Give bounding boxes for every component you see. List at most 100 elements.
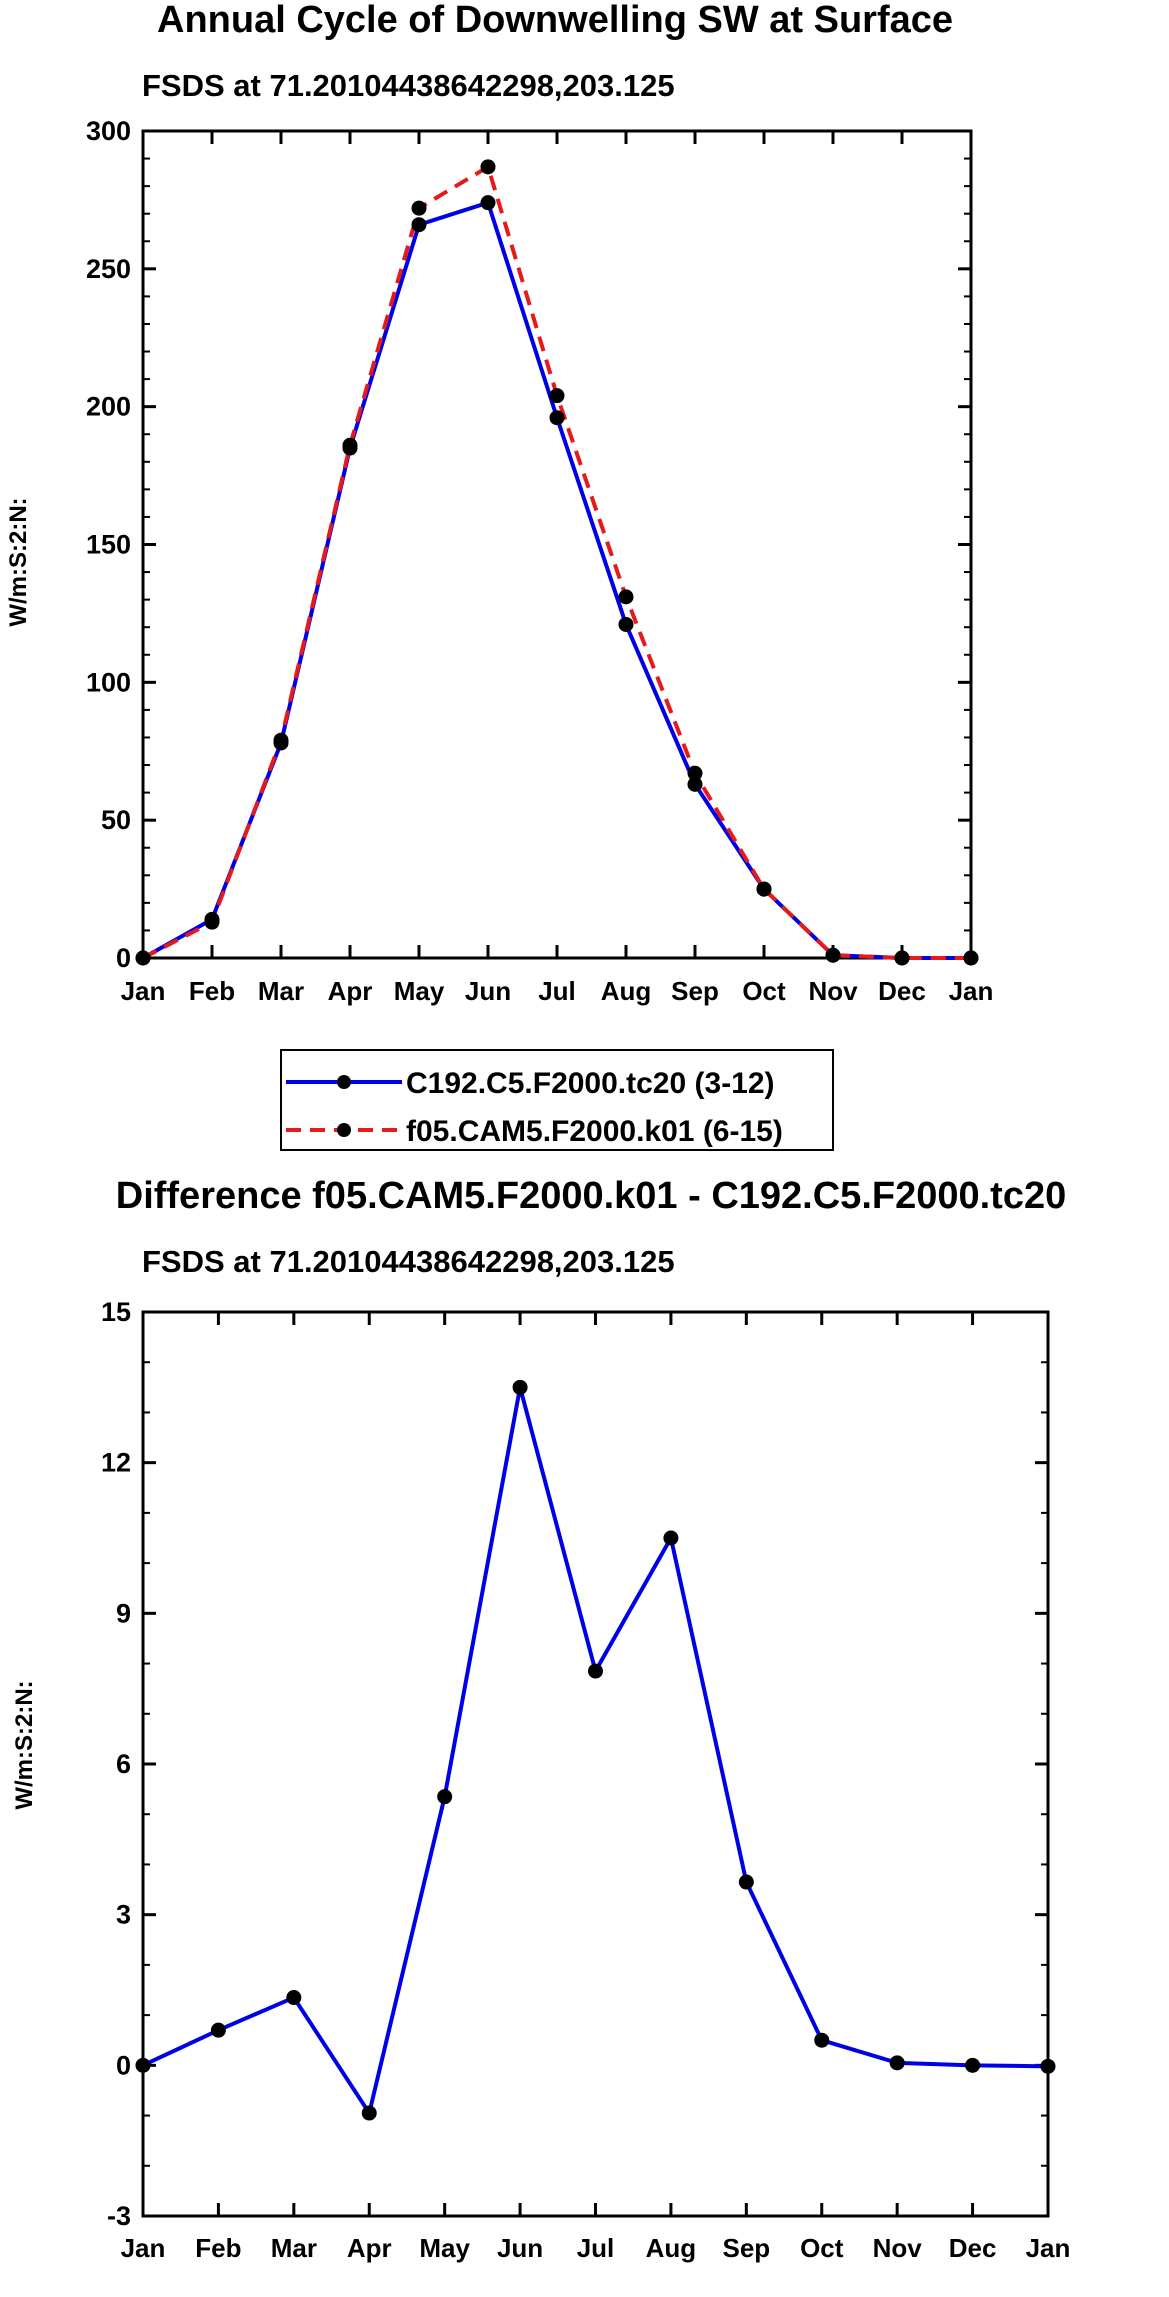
data-point-series-1 bbox=[1040, 2058, 1056, 2074]
legend: C192.C5.F2000.tc20 (3-12) f05.CAM5.F2000… bbox=[280, 1049, 834, 1151]
data-point-series-1 bbox=[549, 410, 565, 426]
y-tick-label: 12 bbox=[101, 1448, 131, 1478]
data-point-series-2 bbox=[825, 947, 841, 963]
y-axis-label: W/m:S:2:N: bbox=[5, 497, 32, 626]
data-point-series-1 bbox=[814, 2032, 830, 2048]
data-point-series-1 bbox=[687, 776, 703, 792]
data-point-series-2 bbox=[342, 437, 358, 453]
x-tick-label: Mar bbox=[258, 976, 304, 1006]
y-tick-label: 100 bbox=[86, 667, 131, 697]
legend-marker-series-1 bbox=[337, 1075, 351, 1089]
x-tick-label: May bbox=[419, 2233, 470, 2263]
plot-frame bbox=[141, 129, 973, 960]
data-point-series-2 bbox=[756, 881, 772, 897]
x-tick-label: Jun bbox=[465, 976, 511, 1006]
x-tick-label: Aug bbox=[601, 976, 652, 1006]
data-point-series-1 bbox=[738, 1874, 754, 1890]
x-tick-label: May bbox=[394, 976, 445, 1006]
chart-subtitle: FSDS at 71.20104438642298,203.125 bbox=[142, 1244, 675, 1279]
x-tick-label: Jul bbox=[577, 2233, 615, 2263]
axis-ticks bbox=[141, 1310, 1050, 2218]
x-tick-labels: Jan Feb Mar Apr May Jun Jul Aug Sep Oct Nov Dec Jan bbox=[121, 2233, 1071, 2263]
data-point-series-2 bbox=[204, 914, 220, 930]
data-point-series-1 bbox=[889, 2055, 905, 2071]
data-point-series-1 bbox=[480, 195, 496, 211]
x-tick-label: Dec bbox=[949, 2233, 997, 2263]
x-tick-label: Jul bbox=[538, 976, 576, 1006]
y-tick-label: 300 bbox=[86, 116, 131, 146]
series-points bbox=[135, 159, 979, 966]
plot-frame bbox=[141, 1310, 1050, 2218]
data-point-series-1 bbox=[286, 1990, 302, 2006]
data-point-series-2 bbox=[273, 732, 289, 748]
chart-subtitle: FSDS at 71.20104438642298,203.125 bbox=[142, 68, 675, 103]
series-line-1 bbox=[142, 200, 971, 960]
x-tick-label: Apr bbox=[328, 976, 373, 1006]
x-tick-label: Aug bbox=[646, 2233, 697, 2263]
series-line-1 bbox=[142, 1385, 1049, 2116]
y-tick-label: 15 bbox=[101, 1297, 131, 1327]
y-tick-label: 250 bbox=[86, 254, 131, 284]
data-point-series-2 bbox=[894, 950, 910, 966]
data-point-series-2 bbox=[135, 950, 151, 966]
data-point-series-1 bbox=[361, 2105, 377, 2121]
y-tick-label: -3 bbox=[107, 2201, 131, 2231]
x-tick-label: Apr bbox=[347, 2233, 392, 2263]
legend-label-series-2: f05.CAM5.F2000.k01 (6-15) bbox=[406, 1115, 783, 1148]
y-tick-label: 150 bbox=[86, 530, 131, 560]
x-tick-label: Jan bbox=[121, 976, 166, 1006]
legend-label-series-1: C192.C5.F2000.tc20 (3-12) bbox=[406, 1067, 775, 1100]
axis-ticks bbox=[141, 129, 973, 960]
y-tick-labels: 0 50 100 150 200 250 300 bbox=[86, 116, 131, 973]
data-point-series-1 bbox=[618, 616, 634, 632]
chart-title: Difference f05.CAM5.F2000.k01 - C192.C5.… bbox=[116, 1175, 1066, 1217]
y-axis-label: W/m:S:2:N: bbox=[11, 1680, 38, 1809]
x-tick-label: Oct bbox=[800, 2233, 844, 2263]
x-tick-labels: Jan Feb Mar Apr May Jun Jul Aug Sep Oct Nov Dec Jan bbox=[121, 976, 994, 1006]
data-point-series-1 bbox=[411, 217, 427, 233]
data-point-series-2 bbox=[480, 159, 496, 175]
x-tick-label: Feb bbox=[195, 2233, 241, 2263]
series-lines bbox=[142, 164, 971, 960]
series-points bbox=[135, 1379, 1056, 2121]
data-point-series-1 bbox=[135, 2057, 151, 2073]
x-tick-label: Mar bbox=[271, 2233, 317, 2263]
x-tick-label: Nov bbox=[873, 2233, 923, 2263]
panel-annual-cycle: Annual Cycle of Downwelling SW at Surfac… bbox=[5, 0, 994, 1151]
x-tick-label: Nov bbox=[808, 976, 858, 1006]
data-point-series-1 bbox=[663, 1530, 679, 1546]
data-point-series-2 bbox=[411, 200, 427, 216]
legend-box bbox=[280, 1049, 834, 1151]
y-tick-label: 0 bbox=[116, 2050, 131, 2080]
data-point-series-1 bbox=[210, 2022, 226, 2038]
x-tick-label: Sep bbox=[722, 2233, 770, 2263]
chart-title: Annual Cycle of Downwelling SW at Surfac… bbox=[157, 0, 953, 41]
data-point-series-2 bbox=[687, 765, 703, 781]
data-point-series-1 bbox=[588, 1663, 603, 1679]
x-tick-label: Jun bbox=[497, 2233, 543, 2263]
y-tick-label: 9 bbox=[116, 1598, 131, 1628]
data-point-series-2 bbox=[549, 388, 565, 404]
series-line-2 bbox=[142, 164, 971, 960]
x-tick-label: Dec bbox=[878, 976, 926, 1006]
y-tick-labels: -3 0 3 6 9 12 15 bbox=[101, 1297, 131, 2231]
x-tick-label: Oct bbox=[742, 976, 786, 1006]
data-point-series-1 bbox=[437, 1789, 453, 1805]
y-tick-label: 6 bbox=[116, 1749, 131, 1779]
x-tick-label: Sep bbox=[671, 976, 719, 1006]
panel-difference: Difference f05.CAM5.F2000.k01 - C192.C5.… bbox=[11, 1175, 1070, 2263]
y-tick-label: 200 bbox=[86, 392, 131, 422]
y-tick-label: 0 bbox=[116, 943, 131, 973]
x-tick-label: Jan bbox=[949, 976, 994, 1006]
legend-marker-series-2 bbox=[337, 1123, 351, 1137]
data-point-series-1 bbox=[965, 2057, 981, 2073]
x-tick-label: Feb bbox=[189, 976, 235, 1006]
data-point-series-2 bbox=[618, 589, 634, 605]
x-tick-label: Jan bbox=[1026, 2233, 1071, 2263]
data-point-series-2 bbox=[963, 950, 979, 966]
series-lines bbox=[142, 1385, 1049, 2116]
data-point-series-1 bbox=[512, 1379, 528, 1395]
y-tick-label: 50 bbox=[101, 805, 131, 835]
y-tick-label: 3 bbox=[116, 1900, 131, 1930]
